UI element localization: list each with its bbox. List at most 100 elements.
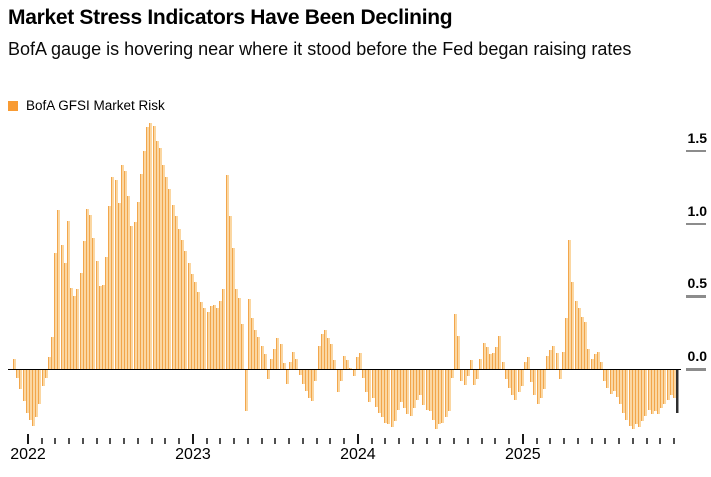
bar [155, 140, 159, 369]
bar [653, 369, 657, 412]
x-axis-month-tick [150, 437, 153, 444]
bar [308, 369, 312, 399]
x-axis-month-tick [260, 437, 263, 444]
x-axis-month-tick [329, 437, 332, 444]
x-axis-month-tick [81, 437, 84, 444]
x-axis-month-tick [219, 437, 222, 444]
bar [365, 369, 369, 393]
bar [139, 174, 143, 369]
bar [612, 369, 616, 391]
bar [368, 369, 372, 403]
bar [466, 369, 470, 377]
bar [117, 203, 121, 369]
x-axis-month-tick [631, 437, 634, 444]
bar [352, 369, 356, 377]
bar [241, 323, 245, 369]
x-axis-month-tick [164, 437, 167, 444]
bar [349, 367, 353, 369]
y-axis-label: 0.5 [687, 275, 707, 292]
bar [644, 369, 648, 416]
bar [206, 312, 210, 369]
bar [555, 353, 559, 369]
bar [289, 361, 293, 369]
bar [609, 369, 613, 394]
x-axis-month-tick [398, 437, 401, 444]
bar [228, 216, 232, 369]
bar [73, 296, 77, 369]
bar [657, 369, 661, 415]
bar [82, 240, 86, 369]
bar [476, 369, 480, 380]
bar [98, 286, 102, 369]
bar [244, 369, 248, 412]
bar [127, 195, 131, 369]
bar [619, 369, 623, 404]
x-axis-month-tick [494, 437, 497, 444]
bar [60, 245, 64, 369]
bar [422, 369, 426, 406]
bar [390, 369, 394, 428]
bar [625, 369, 629, 420]
bar [76, 288, 80, 369]
x-axis-year-label: 2024 [340, 446, 376, 463]
bar [666, 369, 670, 400]
bar [282, 363, 286, 369]
bar [504, 369, 508, 380]
bar [235, 288, 239, 369]
bar [57, 210, 61, 369]
bar [415, 369, 419, 400]
bar [184, 251, 188, 369]
bar [584, 322, 588, 369]
x-axis-month-tick [109, 437, 112, 444]
bar [355, 357, 359, 369]
bar [542, 369, 546, 390]
bar [120, 165, 124, 369]
current-value-bar [676, 369, 680, 413]
bar [552, 345, 556, 369]
bar [66, 220, 70, 369]
bar [35, 369, 39, 418]
bar [444, 369, 448, 418]
bar [330, 344, 334, 369]
bar [22, 369, 26, 401]
bar [152, 126, 156, 369]
bar [628, 369, 632, 426]
bar [92, 238, 96, 369]
bar [447, 369, 451, 412]
bar [650, 369, 654, 415]
bar [590, 358, 594, 369]
x-axis-month-tick [439, 437, 442, 444]
bar [498, 335, 502, 369]
bar [336, 369, 340, 393]
bar [384, 369, 388, 423]
bar [641, 369, 645, 422]
bar [647, 369, 651, 410]
bar [304, 369, 308, 391]
x-axis-month-tick [288, 437, 291, 444]
bar [16, 369, 20, 378]
bar [343, 355, 346, 369]
bar [19, 369, 23, 390]
bar [577, 307, 581, 369]
bar [435, 369, 439, 429]
bar [441, 369, 445, 423]
bar [492, 353, 496, 369]
bar [263, 354, 267, 369]
x-axis-month-tick [411, 437, 414, 444]
bar [101, 284, 105, 369]
bar [63, 262, 67, 369]
bar [339, 369, 343, 381]
bar [346, 360, 350, 369]
bar [561, 351, 565, 369]
bar [406, 369, 410, 415]
bar [273, 348, 277, 369]
x-axis-month-tick [535, 437, 538, 444]
x-axis-month-tick [274, 437, 277, 444]
x-axis-month-tick [205, 437, 208, 444]
bar [51, 336, 55, 369]
x-axis-month-tick [480, 437, 483, 444]
bar [409, 369, 413, 416]
x-axis-year-tick [356, 434, 359, 444]
bar [187, 262, 191, 369]
